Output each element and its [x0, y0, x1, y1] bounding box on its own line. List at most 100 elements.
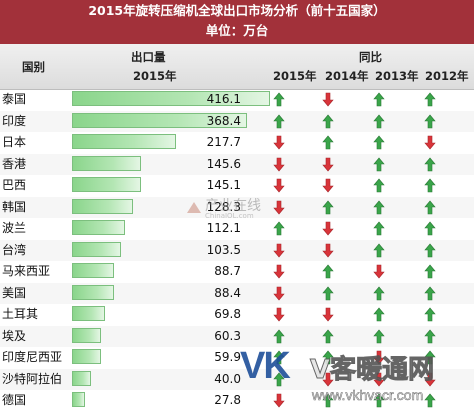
arrow-up-icon: [424, 200, 436, 215]
title-bar: 2015年旋转压缩机全球出口市场分析（前十五国家） 单位：万台: [0, 0, 474, 44]
watermark-center-text: 产业在线: [205, 198, 261, 214]
arrow-up-icon: [424, 114, 436, 129]
arrow-up-icon: [373, 92, 385, 107]
row-background: [0, 282, 474, 304]
arrow-up-icon: [322, 286, 334, 301]
arrow-down-icon: [322, 92, 334, 107]
arrow-up-icon: [373, 243, 385, 258]
export-bar: [72, 306, 106, 321]
country-label: 沙特阿拉伯: [2, 371, 63, 386]
export-bar: [72, 220, 126, 235]
table-row: 德国 27.8: [0, 390, 474, 411]
arrow-up-icon: [273, 329, 285, 344]
arrow-down-icon: [273, 200, 285, 215]
export-value: 59.9: [214, 350, 241, 364]
header-export: 出口量: [131, 50, 166, 64]
arrow-down-icon: [273, 157, 285, 172]
export-value: 88.7: [214, 264, 241, 278]
country-label: 巴西: [2, 178, 27, 192]
export-value: 128.3: [206, 199, 241, 214]
arrow-down-icon: [373, 264, 385, 279]
country-label: 印度: [2, 113, 27, 128]
export-value: 103.5: [206, 242, 241, 257]
arrow-down-icon: [322, 221, 334, 236]
table-row: 土耳其 69.8: [0, 304, 474, 325]
export-bar: [72, 327, 101, 343]
arrow-down-icon: [424, 135, 436, 150]
export-bar: [72, 155, 142, 171]
country-label: 波兰: [2, 221, 27, 235]
arrow-down-icon: [373, 350, 385, 365]
arrow-up-icon: [373, 135, 385, 150]
arrow-down-icon: [322, 157, 334, 172]
country-label: 马来西亚: [2, 264, 51, 278]
arrow-down-icon: [273, 243, 285, 258]
export-bar: [72, 392, 86, 407]
arrow-down-icon: [273, 307, 285, 322]
arrow-down-icon: [273, 286, 285, 301]
export-bar: [72, 349, 101, 364]
header-yoy-2012: 2012年: [425, 69, 469, 83]
arrow-up-icon: [373, 114, 385, 129]
arrow-down-icon: [373, 372, 385, 387]
table-row: 埃及 60.3: [0, 325, 474, 347]
export-value: 217.7: [206, 135, 241, 149]
table-body: 泰国 416.1 印度 368.4 日本 217.7 香港 145.6 巴西 145.1 韩国 128…: [0, 89, 474, 415]
arrow-down-icon: [273, 135, 285, 150]
country-label: 美国: [2, 285, 27, 300]
arrow-down-icon: [322, 243, 334, 258]
chart-unit: 单位：万台: [205, 23, 269, 38]
arrow-up-icon: [322, 393, 334, 408]
arrow-down-icon: [322, 178, 334, 193]
table-row: 巴西 145.1: [0, 175, 474, 196]
export-bar: [72, 263, 115, 278]
vk-site-url: www.vkhvacr.com: [312, 387, 424, 404]
export-bar: [72, 91, 270, 106]
row-background: [0, 325, 474, 347]
vk-logo: VK: [240, 345, 291, 387]
arrow-up-icon: [424, 221, 436, 236]
table-row: 印度 368.4: [0, 110, 474, 132]
header-yoy-2013: 2013年: [375, 69, 419, 83]
country-label: 德国: [2, 393, 27, 407]
arrow-up-icon: [273, 372, 285, 387]
arrow-up-icon: [424, 243, 436, 258]
export-value: 416.1: [206, 92, 241, 106]
export-value: 368.4: [206, 113, 241, 128]
arrow-up-icon: [424, 264, 436, 279]
chart-title: 2015年旋转压缩机全球出口市场分析（前十五国家）: [88, 3, 386, 18]
table-row: 沙特阿拉伯 40.0: [0, 368, 474, 390]
arrow-up-icon: [273, 350, 285, 365]
arrow-up-icon: [373, 178, 385, 193]
country-label: 日本: [2, 135, 27, 149]
export-value: 27.8: [214, 393, 241, 407]
table-row: 台湾 103.5: [0, 239, 474, 261]
table-row: 泰国 416.1: [0, 89, 474, 110]
arrow-up-icon: [373, 286, 385, 301]
export-value: 112.1: [206, 221, 241, 235]
export-value: 145.6: [206, 156, 241, 171]
arrow-up-icon: [273, 114, 285, 129]
export-bar: [72, 198, 134, 214]
arrow-up-icon: [424, 92, 436, 107]
header-yoy-2014: 2014年: [325, 69, 369, 83]
arrow-up-icon: [373, 307, 385, 322]
watermark-center: 产业在线 ChinaIOL.com: [185, 195, 285, 225]
export-value: 60.3: [214, 328, 241, 343]
export-bar: [72, 284, 115, 300]
table-row: 韩国 128.3: [0, 196, 474, 218]
arrow-up-icon: [322, 329, 334, 344]
export-value: 88.4: [214, 285, 241, 300]
arrow-up-icon: [322, 200, 334, 215]
arrow-up-icon: [273, 92, 285, 107]
watermark-vk: VK V客暖通网 www.vkhvacr.com: [240, 345, 474, 415]
header-export-year: 2015年: [133, 69, 177, 83]
arrow-up-icon: [373, 221, 385, 236]
table-row: 马来西亚 88.7: [0, 261, 474, 282]
arrow-up-icon: [322, 350, 334, 365]
arrow-up-icon: [424, 329, 436, 344]
arrow-down-icon: [424, 372, 436, 387]
export-bar: [72, 134, 176, 149]
chinaiol-logo-icon: [187, 202, 201, 213]
